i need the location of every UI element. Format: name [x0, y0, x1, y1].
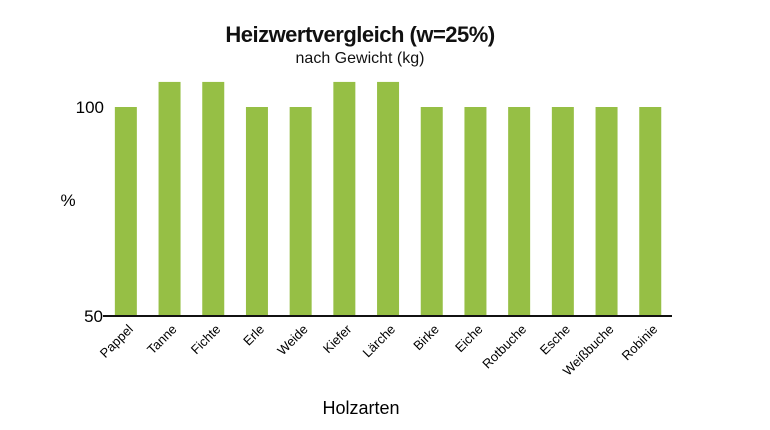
bar-fichte	[202, 81, 225, 316]
x-tick-label: Esche	[537, 322, 573, 358]
chart-title: Heizwertvergleich (w=25%)	[225, 22, 495, 47]
x-tick-label: Kiefer	[320, 321, 355, 356]
x-tick-label: Rotbuche	[479, 322, 529, 372]
x-tick-label: Pappel	[97, 321, 136, 360]
x-tick-label: Robinie	[619, 322, 661, 364]
bar-robinie	[639, 107, 662, 316]
bar-weide	[289, 107, 312, 316]
bar-esche	[551, 107, 574, 316]
x-tick-label: Erle	[240, 322, 267, 349]
bar-lärche	[377, 81, 400, 316]
bar-erle	[245, 107, 268, 316]
x-tick-label: Weide	[274, 322, 311, 359]
bar-kiefer	[333, 81, 356, 316]
y-tick-100: 100	[76, 98, 104, 117]
bar-eiche	[464, 107, 487, 316]
bar-weißbuche	[595, 107, 618, 316]
x-axis-label: Holzarten	[322, 398, 399, 418]
y-axis-label: %	[60, 191, 75, 210]
x-tick-label: Tanne	[144, 322, 180, 358]
chart-subtitle: nach Gewicht (kg)	[295, 50, 425, 67]
x-tick-label: Birke	[410, 322, 442, 354]
x-tick-label: Lärche	[359, 322, 398, 361]
bar-rotbuche	[508, 107, 531, 316]
bar-pappel	[114, 107, 137, 316]
x-tick-label: Fichte	[188, 322, 224, 358]
bar-tanne	[158, 81, 181, 316]
x-tick-label: Eiche	[452, 322, 486, 356]
y-tick-50: 50	[84, 307, 103, 326]
bar-birke	[420, 107, 443, 316]
